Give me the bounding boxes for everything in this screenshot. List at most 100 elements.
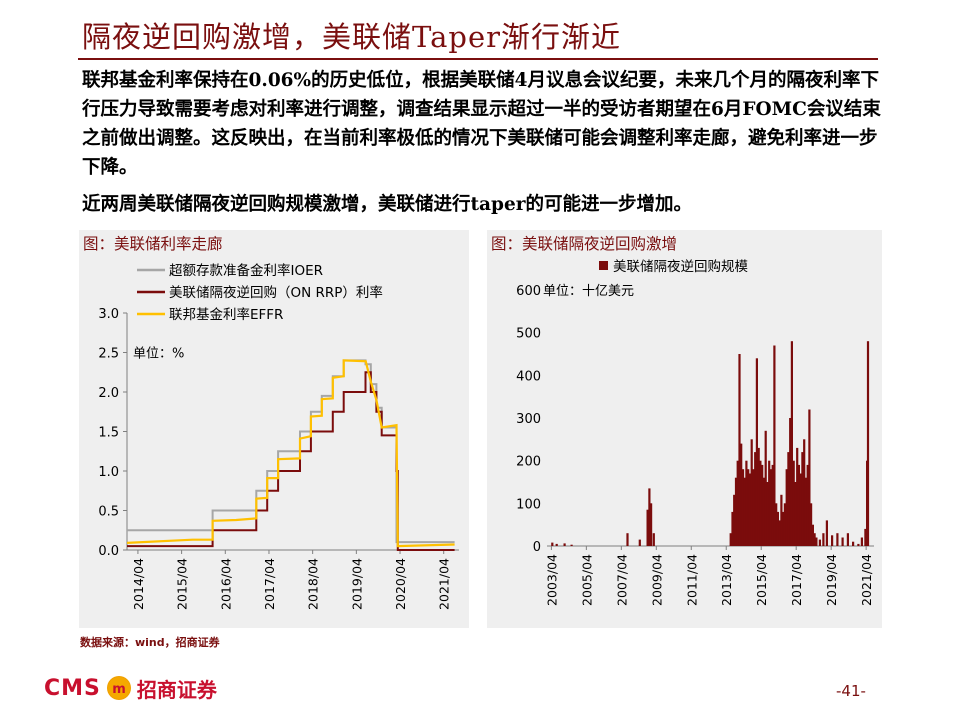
bar-42 [785, 469, 788, 546]
logo-cms-text: CMS [44, 675, 101, 701]
bar-48 [796, 447, 799, 546]
bar-27 [759, 460, 762, 546]
bar-63 [831, 535, 834, 546]
reverse-repo-chart: 0 100 200 300 400 500 600 2003/04 2005/04 2007/04… [516, 259, 874, 606]
bar-46 [792, 460, 795, 546]
bar-44 [789, 418, 792, 546]
x-tick-label-0: 2014/04 [131, 558, 146, 610]
logo-mark-icon: m [106, 676, 131, 700]
y-tick-label-5: 2.5 [98, 347, 119, 362]
bar-24 [754, 452, 757, 546]
x-tick-label-3: 2009/04 [649, 554, 664, 606]
x-tick-label-4: 2018/04 [306, 558, 321, 610]
y-tick-label-3: 300 [516, 412, 541, 427]
bar-40 [782, 511, 785, 546]
series-line-1 [127, 371, 455, 551]
x-tick-label-6: 2020/04 [393, 558, 408, 610]
x-tick-label-8: 2019/04 [824, 554, 839, 606]
bar-45 [790, 341, 793, 546]
logo-mark-letter: m [112, 682, 126, 697]
bar-62 [825, 520, 828, 546]
bar-12 [733, 494, 736, 546]
bar-59 [815, 537, 818, 546]
bar-64 [836, 533, 839, 546]
bar-52 [803, 439, 806, 546]
company-logo: CMS m 招商证券 [44, 673, 217, 703]
bar-29 [762, 477, 765, 546]
unit-label: 单位：十亿美元 [543, 284, 634, 299]
legend-label-0: 超额存款准备金利率IOER [169, 262, 323, 279]
y-tick-label-4: 2.0 [98, 386, 119, 401]
bar-49 [797, 464, 800, 546]
bar-35 [773, 345, 776, 546]
page-number: -41- [836, 682, 866, 700]
bar-28 [761, 464, 764, 546]
bar-55 [808, 409, 811, 546]
bar-67 [852, 541, 855, 546]
bar-66 [846, 533, 849, 546]
rate-corridor-chart: 0.0 0.5 1.0 1.5 2.0 2.5 3.0 2014/04 2015/04 2016/… [98, 262, 459, 610]
y-tick-label-1: 0.5 [98, 505, 119, 520]
bar-7 [648, 488, 651, 546]
bar-18 [743, 477, 746, 546]
data-source-note: 数据来源：wind，招商证券 [80, 636, 220, 649]
x-tick-label-2: 2007/04 [614, 554, 629, 606]
chart-panel-rate-corridor: 图：美联储利率走廊 0.0 0.5 1.0 1.5 2.0 2.5 3.0 2014/04 20… [79, 230, 469, 628]
bar-23 [752, 469, 755, 546]
bar-43 [787, 452, 790, 546]
x-tick-label-1: 2005/04 [579, 554, 594, 606]
paragraph-fed-funds-rate: 联邦基金利率保持在0.06%的历史低位，根据美联储4月议息会议纪要，未来几个月的… [82, 70, 881, 178]
y-tick-label-0: 0.0 [98, 544, 119, 559]
x-tick-label-9: 2021/04 [859, 554, 874, 606]
bar-21 [748, 473, 751, 546]
y-tick-label-2: 1.0 [98, 465, 119, 480]
bar-34 [771, 464, 774, 546]
unit-label: 单位：% [133, 347, 184, 362]
bar-65 [841, 537, 844, 546]
bar-33 [769, 469, 772, 546]
bar-19 [745, 460, 748, 546]
bar-68 [857, 543, 860, 546]
y-tick-label-2: 200 [516, 455, 541, 470]
bar-26 [757, 447, 760, 546]
legend-swatch-0 [599, 261, 608, 270]
bar-10 [729, 533, 732, 546]
bar-41 [783, 503, 786, 546]
bar-53 [804, 477, 807, 546]
bar-25 [755, 358, 758, 546]
y-tick-label-6: 600 [516, 284, 541, 299]
bar-16 [740, 443, 743, 546]
bar-72 [866, 341, 870, 546]
x-tick-label-2: 2016/04 [218, 558, 233, 610]
y-tick-label-1: 100 [516, 497, 541, 512]
bar-13 [734, 477, 738, 546]
y-tick-label-3: 1.5 [98, 426, 119, 441]
bar-4 [626, 533, 629, 546]
bar-54 [806, 464, 809, 546]
bar-57 [811, 524, 814, 546]
bar-22 [750, 439, 753, 546]
bar-38 [778, 520, 781, 546]
bar-17 [741, 469, 745, 546]
bar-70 [864, 528, 867, 546]
title-divider [78, 58, 878, 60]
logo-company-name: 招商证券 [136, 677, 217, 702]
bar-37 [776, 511, 779, 546]
bar-61 [822, 533, 825, 546]
y-tick-label-6: 3.0 [98, 307, 119, 322]
x-tick-label-6: 2015/04 [754, 554, 769, 606]
bar-8 [650, 503, 653, 546]
bar-2 [563, 543, 566, 546]
y-tick-label-4: 400 [516, 369, 541, 384]
bar-50 [799, 473, 802, 546]
chart-panel-reverse-repo: 图：美联储隔夜逆回购激增 0 100 200 300 400 500 600 2003/04 2… [487, 230, 882, 628]
bar-31 [766, 482, 769, 546]
bar-9 [652, 533, 655, 546]
bar-32 [768, 460, 771, 546]
y-tick-label-0: 0 [533, 540, 541, 555]
bar-51 [801, 452, 804, 546]
bar-0 [551, 542, 554, 546]
bar-36 [775, 503, 778, 546]
x-tick-label-1: 2015/04 [175, 558, 190, 610]
bar-60 [818, 539, 821, 546]
